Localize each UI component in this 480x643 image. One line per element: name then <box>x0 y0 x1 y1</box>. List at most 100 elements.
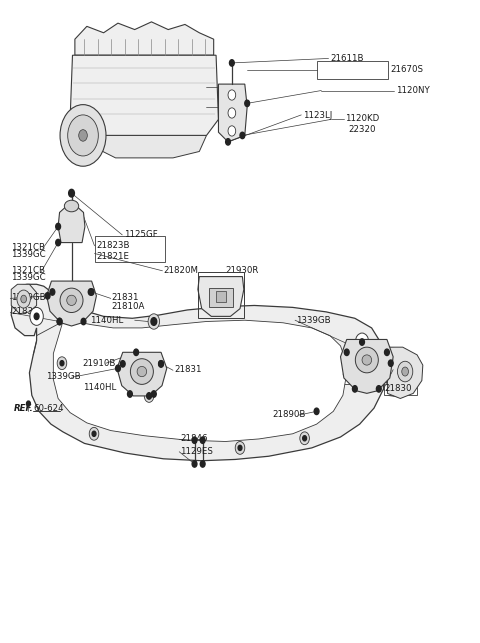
Circle shape <box>57 318 62 325</box>
Circle shape <box>245 100 250 107</box>
Text: 1339GB: 1339GB <box>11 293 46 302</box>
Text: 1123LJ: 1123LJ <box>303 111 333 120</box>
Circle shape <box>384 349 389 356</box>
Circle shape <box>144 390 154 403</box>
Circle shape <box>388 360 393 367</box>
Ellipse shape <box>67 295 76 305</box>
Circle shape <box>397 361 413 382</box>
Circle shape <box>26 401 30 406</box>
Polygon shape <box>117 352 167 396</box>
Circle shape <box>17 290 30 308</box>
Polygon shape <box>11 284 422 461</box>
Circle shape <box>158 361 163 367</box>
Circle shape <box>56 223 60 230</box>
Text: 1129ES: 1129ES <box>180 447 213 456</box>
Circle shape <box>134 349 139 356</box>
Text: 1339GC: 1339GC <box>11 273 46 282</box>
Text: 21820M: 21820M <box>163 266 198 275</box>
Text: 21930R: 21930R <box>226 266 259 275</box>
Polygon shape <box>53 320 346 442</box>
Circle shape <box>240 132 245 139</box>
Circle shape <box>60 361 64 366</box>
Text: 22320: 22320 <box>348 125 376 134</box>
Text: 21823B: 21823B <box>96 240 130 249</box>
Text: 21670S: 21670S <box>391 66 424 75</box>
Text: 21830: 21830 <box>384 384 412 393</box>
Text: 21910B: 21910B <box>82 359 115 368</box>
Circle shape <box>92 431 96 437</box>
Circle shape <box>314 408 319 415</box>
Circle shape <box>152 391 156 397</box>
Circle shape <box>69 297 74 303</box>
Circle shape <box>303 436 307 441</box>
Circle shape <box>147 394 151 399</box>
Ellipse shape <box>60 288 83 312</box>
Circle shape <box>89 428 99 440</box>
Ellipse shape <box>362 355 372 365</box>
Circle shape <box>192 461 197 467</box>
Circle shape <box>148 314 159 329</box>
Bar <box>95 236 165 262</box>
Text: 21821E: 21821E <box>96 252 130 261</box>
Ellipse shape <box>131 359 154 385</box>
Text: 1120KD: 1120KD <box>345 114 380 123</box>
Text: 21890B: 21890B <box>272 410 305 419</box>
Bar <box>317 61 388 79</box>
Text: 21831: 21831 <box>112 293 139 302</box>
Circle shape <box>152 319 156 324</box>
Bar <box>384 383 417 395</box>
Text: 60-624: 60-624 <box>33 404 64 413</box>
Polygon shape <box>75 22 214 55</box>
Circle shape <box>128 391 132 397</box>
Circle shape <box>60 105 106 167</box>
Bar <box>343 363 391 384</box>
Circle shape <box>89 289 94 295</box>
Text: 21810A: 21810A <box>112 302 145 311</box>
Text: 1321CB: 1321CB <box>11 266 45 275</box>
Circle shape <box>116 365 120 372</box>
Text: 1140HL: 1140HL <box>90 316 123 325</box>
Circle shape <box>360 339 364 345</box>
Circle shape <box>79 130 87 141</box>
Polygon shape <box>218 84 247 142</box>
Circle shape <box>50 289 55 295</box>
Circle shape <box>226 139 230 145</box>
Text: 1321CB: 1321CB <box>11 242 45 251</box>
Polygon shape <box>65 120 96 155</box>
Text: 1120NY: 1120NY <box>396 86 429 95</box>
Text: 21831: 21831 <box>11 307 39 316</box>
Circle shape <box>34 313 39 320</box>
Circle shape <box>151 318 157 325</box>
Circle shape <box>69 189 74 197</box>
Text: 21831: 21831 <box>174 365 202 374</box>
Circle shape <box>147 393 152 399</box>
Circle shape <box>192 437 197 444</box>
Polygon shape <box>198 276 244 316</box>
Circle shape <box>88 289 93 295</box>
Circle shape <box>56 239 60 246</box>
Polygon shape <box>209 288 233 307</box>
Circle shape <box>200 437 205 444</box>
Text: 21846: 21846 <box>180 434 208 443</box>
Circle shape <box>402 367 408 376</box>
Circle shape <box>229 60 234 66</box>
Circle shape <box>228 108 236 118</box>
Circle shape <box>376 386 381 392</box>
Ellipse shape <box>355 347 378 373</box>
Circle shape <box>57 357 67 370</box>
Polygon shape <box>96 136 206 158</box>
Polygon shape <box>340 340 393 394</box>
Polygon shape <box>47 281 96 326</box>
Polygon shape <box>70 55 218 136</box>
Circle shape <box>200 461 205 467</box>
Circle shape <box>228 90 236 100</box>
Text: 21611B: 21611B <box>330 54 363 63</box>
Circle shape <box>352 386 357 392</box>
Text: 1140HL: 1140HL <box>83 383 116 392</box>
Text: 1339GC: 1339GC <box>11 249 46 258</box>
Circle shape <box>344 349 349 356</box>
Text: 1125DG: 1125DG <box>344 364 380 373</box>
Text: 55396: 55396 <box>344 374 372 383</box>
Circle shape <box>300 432 310 445</box>
Circle shape <box>120 361 125 367</box>
